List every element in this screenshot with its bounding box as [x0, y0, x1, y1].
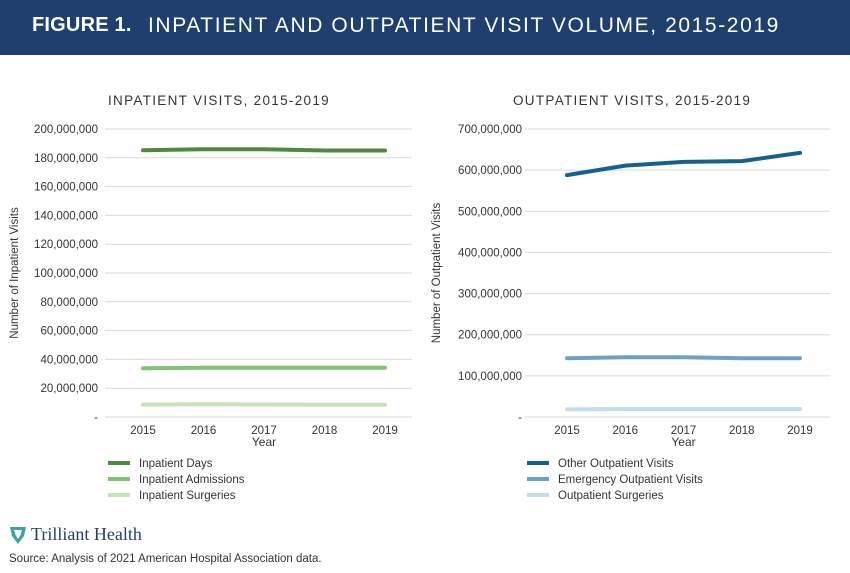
trilliant-shield-icon	[10, 526, 26, 544]
inpatient-x-axis-label: Year	[252, 435, 276, 449]
inpatient-x-tick-label: 2018	[312, 425, 338, 437]
outpatient-series-line-2	[565, 355, 802, 361]
inpatient-y-axis-label: Number of Inpatient Visits	[9, 207, 21, 339]
outpatient-x-tick-label: 2016	[612, 425, 638, 437]
trilliant-health-logo: Trilliant Health	[9, 524, 142, 545]
outpatient-legend-label-3: Outpatient Surgeries	[558, 490, 664, 502]
inpatient-y-tick-label: 180,000,000	[34, 153, 98, 165]
outpatient-series-line-1	[565, 150, 802, 178]
inpatient-legend-label-1: Inpatient Days	[139, 458, 213, 470]
outpatient-chart-title: OUTPATIENT VISITS, 2015-2019	[513, 93, 751, 108]
outpatient-y-tick-label: -	[518, 412, 522, 424]
figure-header: FIGURE 1. INPATIENT AND OUTPATIENT VISIT…	[0, 0, 850, 55]
figure-label: FIGURE 1.	[32, 14, 132, 36]
logo-text: Trilliant Health	[31, 524, 142, 544]
outpatient-y-axis-label: Number of Outpatient Visits	[431, 203, 443, 344]
inpatient-series-line-1	[141, 147, 387, 153]
outpatient-x-axis-label: Year	[671, 435, 695, 449]
outpatient-x-tick-label: 2017	[671, 425, 697, 437]
inpatient-x-tick-label: 2015	[130, 425, 156, 437]
inpatient-y-tick-label: -	[94, 412, 98, 424]
outpatient-y-tick-label: 600,000,000	[458, 165, 522, 177]
outpatient-x-tick-label: 2018	[729, 425, 755, 437]
outpatient-y-tick-label: 300,000,000	[458, 289, 522, 301]
figure-title: INPATIENT AND OUTPATIENT VISIT VOLUME, 2…	[148, 14, 780, 37]
outpatient-y-tick-label: 700,000,000	[458, 124, 522, 136]
outpatient-y-tick-label: 100,000,000	[458, 371, 522, 383]
inpatient-y-tick-label: 120,000,000	[34, 239, 98, 251]
inpatient-x-tick-label: 2017	[251, 425, 277, 437]
inpatient-y-tick-label: 80,000,000	[40, 297, 98, 309]
source-note: Source: Analysis of 2021 American Hospit…	[9, 553, 322, 565]
inpatient-legend-label-3: Inpatient Surgeries	[139, 490, 236, 502]
inpatient-y-tick-label: 20,000,000	[40, 383, 98, 395]
outpatient-y-tick-label: 500,000,000	[458, 206, 522, 218]
inpatient-x-tick-label: 2016	[191, 425, 217, 437]
outpatient-y-tick-label: 400,000,000	[458, 247, 522, 259]
outpatient-y-tick-label: 200,000,000	[458, 330, 522, 342]
inpatient-y-tick-label: 160,000,000	[34, 182, 98, 194]
inpatient-y-tick-label: 40,000,000	[40, 354, 98, 366]
outpatient-x-tick-label: 2019	[787, 425, 813, 437]
inpatient-x-tick-label: 2019	[372, 425, 398, 437]
inpatient-legend-label-2: Inpatient Admissions	[139, 474, 245, 486]
charts-canvas: INPATIENT VISITS, 2015-2019 - 20,000,000 40…	[9, 93, 830, 502]
inpatient-y-tick-label: 200,000,000	[34, 124, 98, 136]
inpatient-y-tick-label: 100,000,000	[34, 268, 98, 280]
outpatient-legend-label-2: Emergency Outpatient Visits	[558, 474, 703, 486]
inpatient-y-tick-label: 60,000,000	[40, 326, 98, 338]
outpatient-legend-label-1: Other Outpatient Visits	[558, 458, 674, 470]
inpatient-chart-title: INPATIENT VISITS, 2015-2019	[108, 93, 330, 108]
outpatient-x-tick-label: 2015	[554, 425, 580, 437]
inpatient-series-line-3	[141, 402, 387, 407]
inpatient-y-tick-label: 140,000,000	[34, 210, 98, 222]
inpatient-series-line-2	[141, 365, 387, 371]
